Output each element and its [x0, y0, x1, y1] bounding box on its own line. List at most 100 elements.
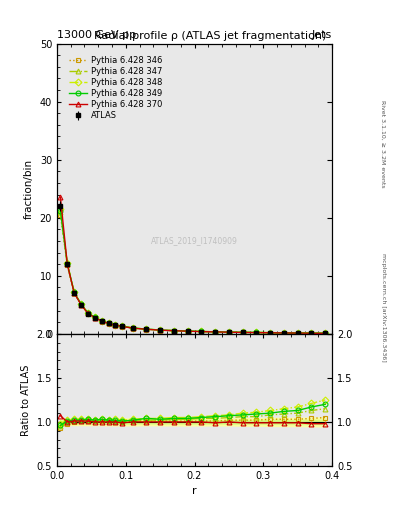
- Pythia 6.428 349: [185, 328, 190, 334]
- Pythia 6.428 346: [99, 318, 104, 324]
- Pythia 6.428 346: [171, 328, 176, 334]
- Pythia 6.428 346: [72, 290, 77, 296]
- Pythia 6.428 349: [281, 330, 286, 336]
- Y-axis label: fraction/bin: fraction/bin: [24, 159, 34, 219]
- Line: Pythia 6.428 348: Pythia 6.428 348: [58, 207, 328, 336]
- Pythia 6.428 346: [199, 329, 204, 335]
- Legend: Pythia 6.428 346, Pythia 6.428 347, Pythia 6.428 348, Pythia 6.428 349, Pythia 6: Pythia 6.428 346, Pythia 6.428 347, Pyth…: [67, 53, 165, 123]
- Text: mcplots.cern.ch [arXiv:1306.3436]: mcplots.cern.ch [arXiv:1306.3436]: [381, 253, 386, 361]
- Pythia 6.428 348: [144, 326, 149, 332]
- Pythia 6.428 349: [144, 326, 149, 332]
- Pythia 6.428 346: [158, 327, 163, 333]
- Pythia 6.428 370: [241, 329, 245, 335]
- Pythia 6.428 370: [199, 329, 204, 335]
- Pythia 6.428 347: [106, 320, 111, 326]
- X-axis label: r: r: [192, 486, 197, 496]
- Pythia 6.428 349: [86, 310, 90, 316]
- Pythia 6.428 348: [86, 310, 90, 316]
- Pythia 6.428 348: [268, 330, 272, 336]
- Pythia 6.428 370: [86, 310, 90, 316]
- Pythia 6.428 370: [65, 261, 70, 267]
- Pythia 6.428 349: [130, 325, 135, 331]
- Pythia 6.428 346: [309, 330, 314, 336]
- Pythia 6.428 346: [92, 314, 97, 321]
- Pythia 6.428 370: [268, 330, 272, 336]
- Text: 13000 GeV pp: 13000 GeV pp: [57, 30, 136, 40]
- Pythia 6.428 349: [295, 330, 300, 336]
- Pythia 6.428 346: [58, 212, 63, 218]
- Line: Pythia 6.428 346: Pythia 6.428 346: [58, 212, 328, 336]
- Pythia 6.428 348: [113, 322, 118, 328]
- Pythia 6.428 347: [113, 322, 118, 328]
- Pythia 6.428 348: [226, 329, 231, 335]
- Pythia 6.428 347: [226, 329, 231, 335]
- Pythia 6.428 370: [185, 328, 190, 334]
- Pythia 6.428 346: [106, 321, 111, 327]
- Y-axis label: Ratio to ATLAS: Ratio to ATLAS: [21, 364, 31, 436]
- Pythia 6.428 347: [309, 330, 314, 336]
- Pythia 6.428 348: [99, 317, 104, 324]
- Pythia 6.428 348: [213, 329, 218, 335]
- Pythia 6.428 370: [92, 314, 97, 321]
- Pythia 6.428 349: [120, 323, 125, 329]
- Pythia 6.428 347: [99, 318, 104, 324]
- Pythia 6.428 346: [130, 325, 135, 331]
- Pythia 6.428 370: [171, 328, 176, 334]
- Pythia 6.428 347: [185, 328, 190, 334]
- Pythia 6.428 370: [281, 330, 286, 336]
- Pythia 6.428 349: [92, 314, 97, 321]
- Pythia 6.428 346: [241, 329, 245, 335]
- Pythia 6.428 347: [281, 330, 286, 336]
- Pythia 6.428 347: [323, 330, 328, 336]
- Pythia 6.428 347: [254, 329, 259, 335]
- Pythia 6.428 347: [58, 209, 63, 215]
- Pythia 6.428 370: [113, 322, 118, 328]
- Pythia 6.428 347: [65, 261, 70, 267]
- Pythia 6.428 346: [281, 330, 286, 336]
- Pythia 6.428 346: [213, 329, 218, 335]
- Pythia 6.428 349: [268, 330, 272, 336]
- Pythia 6.428 370: [130, 325, 135, 331]
- Pythia 6.428 348: [281, 330, 286, 336]
- Pythia 6.428 349: [72, 289, 77, 295]
- Pythia 6.428 347: [158, 327, 163, 333]
- Pythia 6.428 349: [171, 328, 176, 334]
- Pythia 6.428 370: [309, 330, 314, 336]
- Pythia 6.428 346: [65, 262, 70, 268]
- Pythia 6.428 346: [226, 329, 231, 335]
- Pythia 6.428 348: [171, 328, 176, 334]
- Pythia 6.428 349: [309, 330, 314, 336]
- Text: Radial profile ρ (ATLAS jet fragmentation): Radial profile ρ (ATLAS jet fragmentatio…: [94, 31, 327, 41]
- Pythia 6.428 346: [295, 330, 300, 336]
- Pythia 6.428 349: [58, 208, 63, 214]
- Text: Rivet 3.1.10, ≥ 3.2M events: Rivet 3.1.10, ≥ 3.2M events: [381, 99, 386, 187]
- Pythia 6.428 346: [79, 302, 83, 308]
- Pythia 6.428 347: [79, 301, 83, 307]
- Line: Pythia 6.428 349: Pythia 6.428 349: [58, 208, 328, 336]
- Pythia 6.428 348: [120, 323, 125, 329]
- Text: ATLAS_2019_I1740909: ATLAS_2019_I1740909: [151, 237, 238, 245]
- Text: Jets: Jets: [312, 30, 332, 40]
- Pythia 6.428 347: [86, 310, 90, 316]
- Pythia 6.428 370: [213, 329, 218, 335]
- Pythia 6.428 349: [65, 261, 70, 267]
- Pythia 6.428 346: [120, 323, 125, 329]
- Pythia 6.428 348: [106, 320, 111, 326]
- Pythia 6.428 348: [65, 260, 70, 266]
- Pythia 6.428 347: [268, 330, 272, 336]
- Pythia 6.428 347: [171, 328, 176, 334]
- Pythia 6.428 347: [241, 329, 245, 335]
- Pythia 6.428 346: [323, 330, 328, 336]
- Pythia 6.428 370: [120, 324, 125, 330]
- Pythia 6.428 370: [58, 195, 63, 201]
- Pythia 6.428 370: [254, 330, 259, 336]
- Pythia 6.428 370: [79, 302, 83, 308]
- Pythia 6.428 349: [226, 329, 231, 335]
- Pythia 6.428 347: [295, 330, 300, 336]
- Pythia 6.428 348: [72, 289, 77, 295]
- Pythia 6.428 349: [106, 320, 111, 326]
- Pythia 6.428 346: [268, 330, 272, 336]
- Pythia 6.428 348: [309, 330, 314, 336]
- Pythia 6.428 370: [72, 290, 77, 296]
- Pythia 6.428 347: [130, 325, 135, 331]
